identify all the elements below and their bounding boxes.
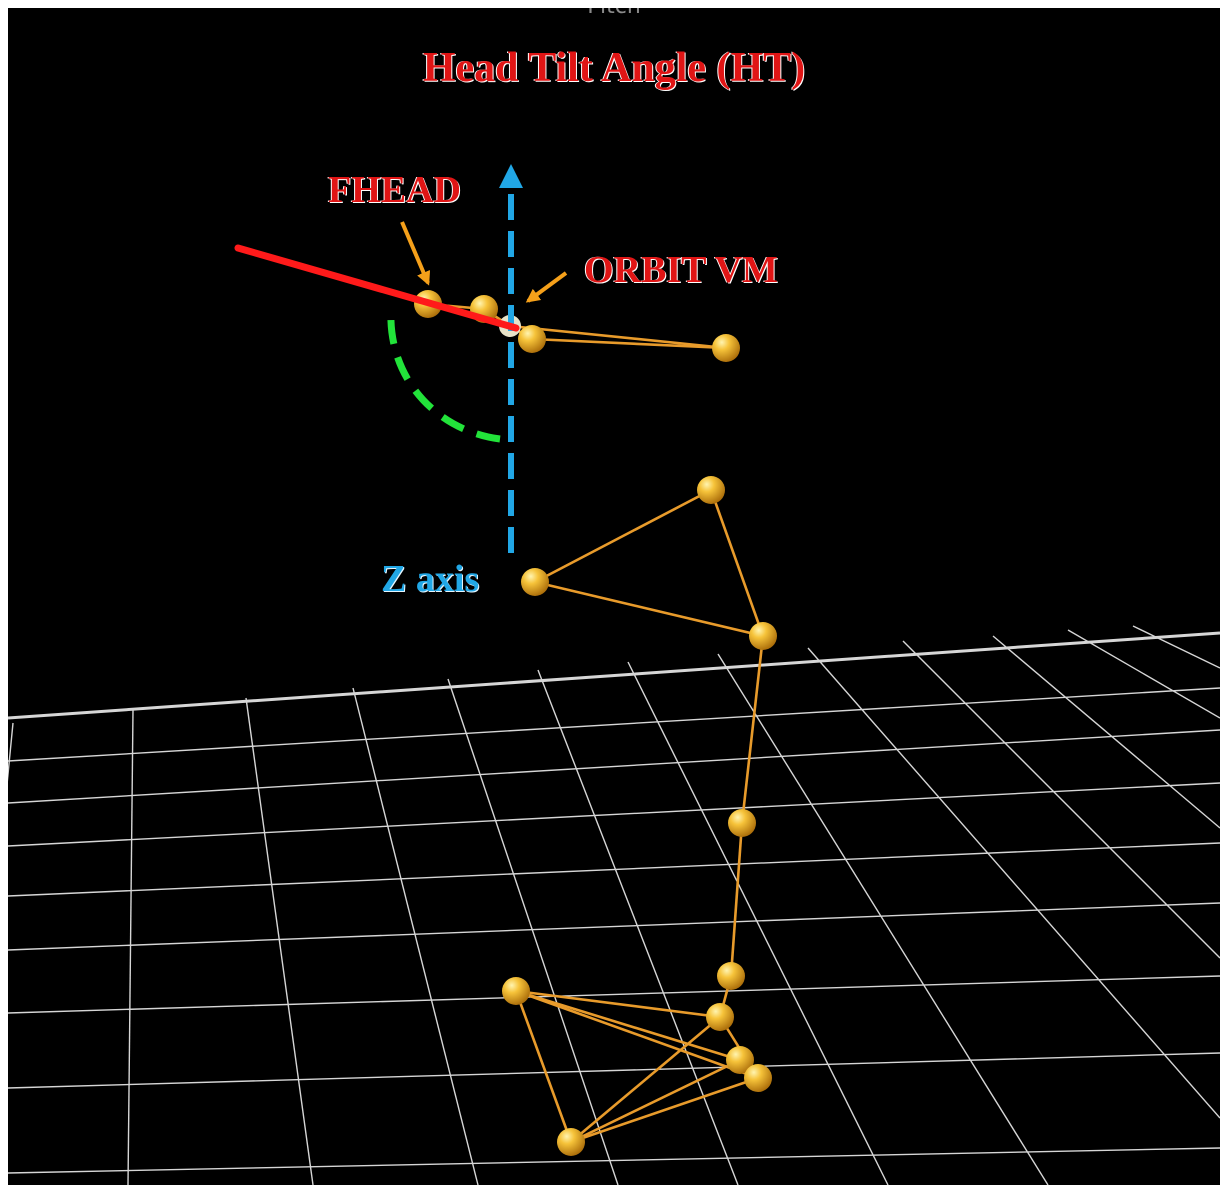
- sphere-marker: [557, 1128, 585, 1156]
- sphere-marker: [712, 334, 740, 362]
- grid-line: [8, 782, 1220, 847]
- orbit-pointer-arrow: [525, 271, 568, 303]
- sphere-marker: [726, 1046, 754, 1074]
- sphere-marker: [744, 1064, 772, 1092]
- scene-canvas: [8, 164, 1220, 1185]
- skeleton-segment: [534, 580, 764, 638]
- grid-line: [8, 902, 1220, 951]
- grid-line: [627, 661, 889, 1185]
- z-axis-arrowhead: [499, 164, 523, 188]
- skeleton-segment: [515, 989, 759, 1080]
- skeleton-segment: [534, 488, 712, 584]
- angle-arc: [387, 309, 501, 443]
- grid-line: [8, 722, 14, 782]
- grid-line: [447, 678, 619, 1185]
- skeleton-segment: [531, 337, 727, 350]
- sphere-marker: [706, 1003, 734, 1031]
- sphere-marker: [697, 476, 725, 504]
- grid-line: [537, 669, 739, 1185]
- grid-line: [8, 842, 1220, 897]
- grid-line: [1132, 625, 1220, 669]
- grid-line: [8, 729, 1220, 804]
- viewport: Pitch Head Tilt Angle (HT) FHEAD ORBIT V…: [8, 8, 1220, 1185]
- skeleton-segment: [729, 822, 744, 977]
- grid-line: [8, 975, 1220, 1014]
- grid-line: [807, 647, 1220, 1119]
- skeleton-segment: [740, 635, 765, 824]
- sphere-marker: [749, 622, 777, 650]
- skeleton-segment: [515, 989, 721, 1019]
- floor-grid: [8, 625, 1220, 1185]
- skeleton-segment: [570, 1076, 759, 1144]
- sphere-marker: [518, 325, 546, 353]
- grid-line: [1067, 629, 1220, 719]
- sphere-marker: [502, 977, 530, 1005]
- skeleton-segment: [709, 489, 765, 637]
- sphere-marker: [728, 809, 756, 837]
- grid-line: [352, 687, 479, 1185]
- skeleton-segment: [509, 324, 727, 350]
- skeleton-segment: [514, 990, 573, 1143]
- fhead-label: FHEAD: [328, 169, 461, 211]
- grid-line: [717, 653, 1049, 1185]
- skeleton-markers: [414, 290, 777, 1156]
- figure-title: Head Tilt Angle (HT): [422, 45, 806, 91]
- grid-line: [992, 635, 1220, 829]
- grid-line: [902, 640, 1220, 959]
- fhead-pointer-arrow: [400, 221, 431, 286]
- skeleton-segments: [427, 302, 765, 1144]
- grid-line: [127, 709, 134, 1185]
- sphere-marker: [521, 568, 549, 596]
- skeleton-segment: [570, 1016, 721, 1143]
- grid-line: [245, 697, 314, 1185]
- grid-line: [8, 631, 1220, 720]
- skeleton-segment: [515, 989, 741, 1062]
- grid-line: [8, 1147, 1220, 1174]
- grid-line: [8, 1052, 1220, 1089]
- head-tilt-line: [234, 244, 520, 332]
- z-axis-label: Z axis: [381, 558, 480, 600]
- orbit-vm-label: ORBIT VM: [584, 249, 778, 291]
- skeleton-segment: [570, 1058, 741, 1144]
- viewport-top-label: Pitch: [8, 8, 1220, 19]
- grid-line: [8, 687, 1220, 762]
- sphere-marker: [717, 962, 745, 990]
